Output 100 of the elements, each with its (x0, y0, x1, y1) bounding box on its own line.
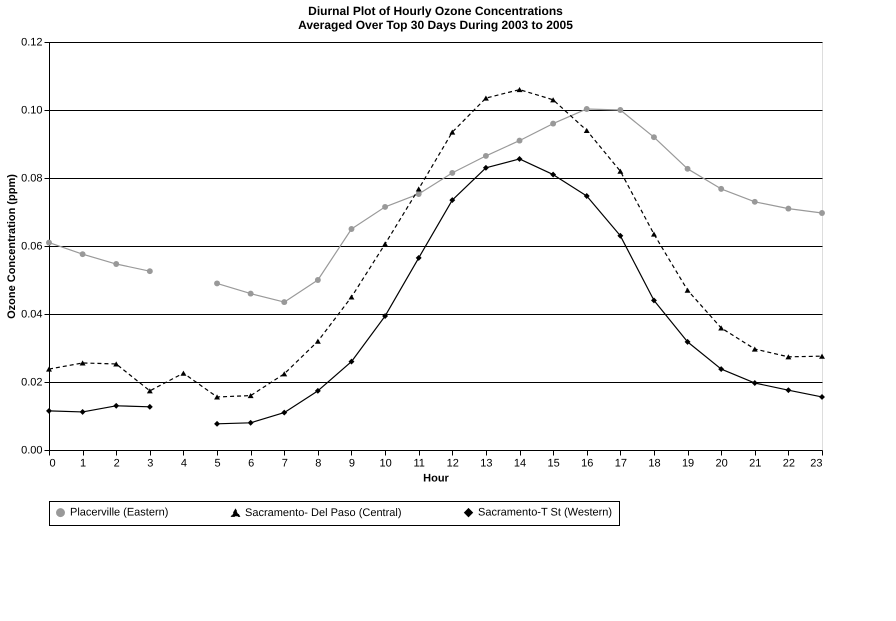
point (348, 294, 354, 300)
point (584, 128, 590, 133)
point (382, 313, 388, 319)
point (651, 297, 657, 304)
point (718, 186, 724, 192)
point (617, 168, 624, 174)
x-tick-label: 14 (514, 458, 526, 470)
point (785, 354, 792, 360)
point (416, 254, 422, 261)
point (46, 366, 52, 372)
point (214, 420, 220, 427)
point (146, 388, 153, 394)
point (314, 388, 321, 394)
x-tick-label: 21 (749, 458, 762, 470)
point (584, 106, 590, 112)
x-tick-label: 15 (548, 458, 560, 470)
point (684, 288, 691, 293)
point (550, 120, 556, 127)
x-tick-label: 5 (214, 458, 221, 470)
point (248, 290, 254, 297)
point (80, 251, 86, 258)
point (348, 226, 354, 232)
chart-title: Diurnal Plot of Hourly Ozone Concentrations Averaged Over Top 30 Days During 2003 to 2005 (298, 4, 574, 32)
point (281, 371, 288, 376)
point (516, 87, 522, 92)
point (584, 193, 590, 199)
point (314, 277, 321, 283)
x-tick-label: 22 (782, 458, 796, 470)
point (684, 166, 691, 172)
point (617, 232, 624, 239)
x-tick-label: 11 (413, 458, 425, 470)
point (248, 393, 254, 398)
point (651, 232, 657, 237)
point (651, 134, 657, 140)
point (146, 268, 153, 274)
point (752, 346, 758, 352)
x-tick-label: 3 (147, 458, 154, 470)
x-tick-label: 10 (379, 458, 392, 470)
point (146, 404, 153, 410)
point (482, 152, 489, 159)
point (819, 394, 825, 400)
point (46, 408, 52, 414)
point (516, 156, 522, 162)
y-tick-label: 0.02 (21, 376, 42, 388)
legend-label: Sacramento-T St (Western) (478, 506, 612, 519)
point (785, 387, 792, 394)
point (248, 420, 254, 426)
point (416, 186, 422, 192)
x-tick-label: 9 (348, 458, 356, 470)
point (214, 394, 220, 400)
point (113, 402, 120, 409)
x-tick-label: 17 (614, 458, 627, 470)
point (684, 338, 691, 345)
y-tick-label: 0.12 (21, 36, 42, 48)
point (180, 370, 186, 376)
x-tick-label: 7 (282, 458, 288, 470)
x-tick-label: 8 (315, 458, 322, 470)
point (482, 96, 489, 101)
y-axis-title: Ozone Concentration (ppm) (6, 174, 18, 319)
point (718, 366, 724, 372)
x-axis-title: Hour (423, 472, 450, 484)
x-tick-label: 1 (80, 458, 86, 470)
point (80, 408, 86, 415)
x-tick-label: 12 (446, 458, 459, 470)
x-tick-label: 19 (682, 458, 694, 470)
y-tick-label: 0.04 (21, 308, 42, 320)
point (449, 170, 456, 176)
x-tick-label: 6 (248, 458, 254, 470)
point (382, 204, 388, 210)
point (214, 280, 220, 286)
point (281, 410, 288, 416)
x-tick-label: 16 (581, 458, 594, 470)
point (80, 360, 86, 366)
point (516, 138, 522, 144)
point (617, 107, 624, 113)
point (785, 206, 792, 212)
point (819, 210, 825, 216)
point (113, 261, 120, 267)
point (348, 358, 354, 365)
point (550, 172, 556, 178)
x-tick-label: 20 (716, 458, 728, 470)
x-tick-label: 4 (180, 458, 187, 470)
x-tick-label: 18 (648, 458, 661, 470)
y-tick-label: 0.10 (21, 104, 42, 116)
point (449, 197, 456, 204)
y-tick-label: 0.00 (21, 444, 42, 456)
point (482, 164, 489, 171)
x-tick-label: 23 (810, 458, 822, 470)
point (281, 299, 288, 306)
point (416, 191, 422, 197)
x-tick-label: 0 (50, 458, 56, 470)
point (752, 198, 758, 205)
x-tick-label: 2 (114, 458, 120, 470)
legend-label: Placerville (Eastern) (70, 506, 168, 519)
legend-label: Sacramento- Del Paso (Central) (245, 506, 402, 519)
point (718, 325, 724, 330)
point (314, 338, 321, 344)
x-tick-label: 13 (480, 458, 493, 470)
point (449, 130, 456, 135)
y-tick-label: 0.06 (21, 240, 42, 252)
